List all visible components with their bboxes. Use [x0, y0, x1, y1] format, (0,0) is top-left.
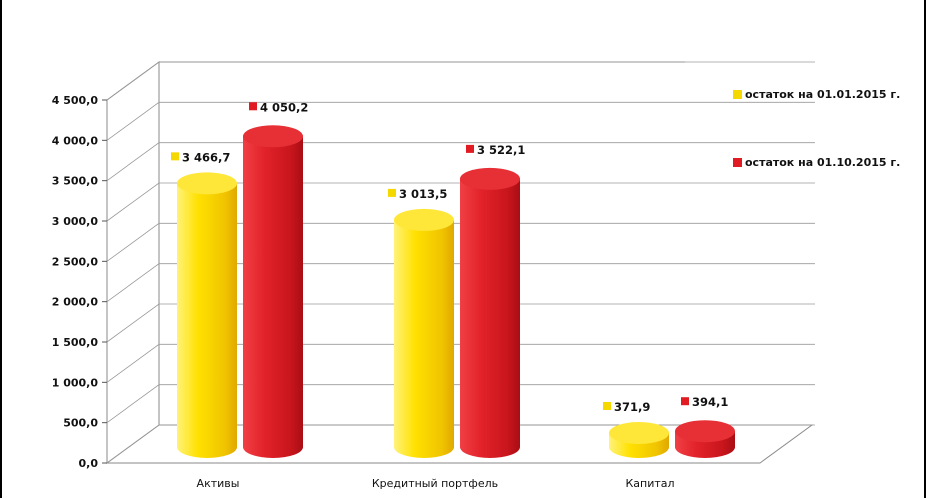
bar-yellow-2	[609, 422, 669, 458]
category-label: Кредитный портфель	[372, 477, 498, 490]
legend-label: остаток на 01.10.2015 г.	[745, 156, 900, 169]
gridline	[106, 303, 815, 343]
gridline	[106, 424, 815, 464]
data-label-marker	[681, 397, 689, 406]
category-label: Активы	[197, 477, 240, 490]
gridline	[106, 61, 815, 101]
y-axis-ticks: 0,0 500,0 1 000,0 1 500,0 2 000,0 2 500,0 3 00…	[52, 94, 107, 470]
bar-body	[177, 183, 237, 459]
y-tick-label: 3 500,0	[52, 175, 99, 188]
legend-marker	[733, 158, 742, 167]
data-label: 394,1	[692, 395, 728, 409]
y-tick-label: 2 000,0	[52, 296, 99, 309]
data-label: 3 466,7	[182, 150, 230, 164]
y-tick-label: 3 000,0	[52, 215, 99, 228]
bars	[177, 125, 735, 459]
bar-top	[460, 167, 520, 190]
bar-red-2	[675, 420, 735, 458]
y-tick-label: 4 500,0	[52, 94, 99, 107]
left-wall	[106, 61, 160, 464]
bar-top	[243, 125, 303, 148]
bar-top	[675, 420, 735, 443]
data-label: 3 522,1	[477, 143, 525, 157]
gridline	[106, 384, 815, 423]
data-label-marker	[388, 188, 396, 197]
gridline	[106, 343, 815, 383]
y-tick-label: 0,0	[79, 457, 99, 470]
data-labels: 3 466,7 3 013,5 371,9 4 050,2 3 522,1 394,1	[171, 100, 728, 414]
bar-top	[394, 208, 454, 231]
data-label: 3 013,5	[399, 187, 447, 201]
legend-marker	[733, 90, 742, 99]
gridline	[106, 142, 815, 181]
gridline	[106, 263, 815, 302]
gridline	[106, 222, 815, 262]
bar-body	[243, 136, 303, 458]
legend: остаток на 01.01.2015 г. остаток на 01.10…	[733, 88, 900, 169]
data-label-marker	[249, 102, 257, 111]
y-tick-label: 500,0	[63, 417, 98, 430]
bar-red-1	[460, 167, 520, 459]
legend-label: остаток на 01.01.2015 г.	[745, 88, 900, 101]
data-label: 4 050,2	[260, 100, 308, 114]
bar-body	[394, 219, 454, 458]
gridlines	[106, 61, 815, 464]
y-tick-label: 2 500,0	[52, 255, 99, 268]
y-tick-label: 1 500,0	[52, 336, 99, 349]
data-label: 371,9	[614, 400, 650, 414]
bar-red-0	[243, 125, 303, 458]
gridline	[106, 182, 815, 222]
data-label-marker	[603, 402, 611, 410]
category-labels: Активы Кредитный портфель Капитал	[197, 477, 675, 490]
category-label: Капитал	[625, 477, 674, 490]
data-label-marker	[171, 152, 179, 161]
data-label-marker	[466, 144, 474, 153]
y-tick-label: 4 000,0	[52, 134, 99, 147]
bar-top	[609, 422, 669, 444]
gridline	[106, 101, 815, 141]
bar-top	[177, 172, 237, 195]
bar-yellow-0	[177, 172, 237, 459]
bar-body	[460, 178, 520, 459]
y-tick-label: 1 000,0	[52, 376, 99, 389]
bar-yellow-1	[394, 208, 454, 458]
